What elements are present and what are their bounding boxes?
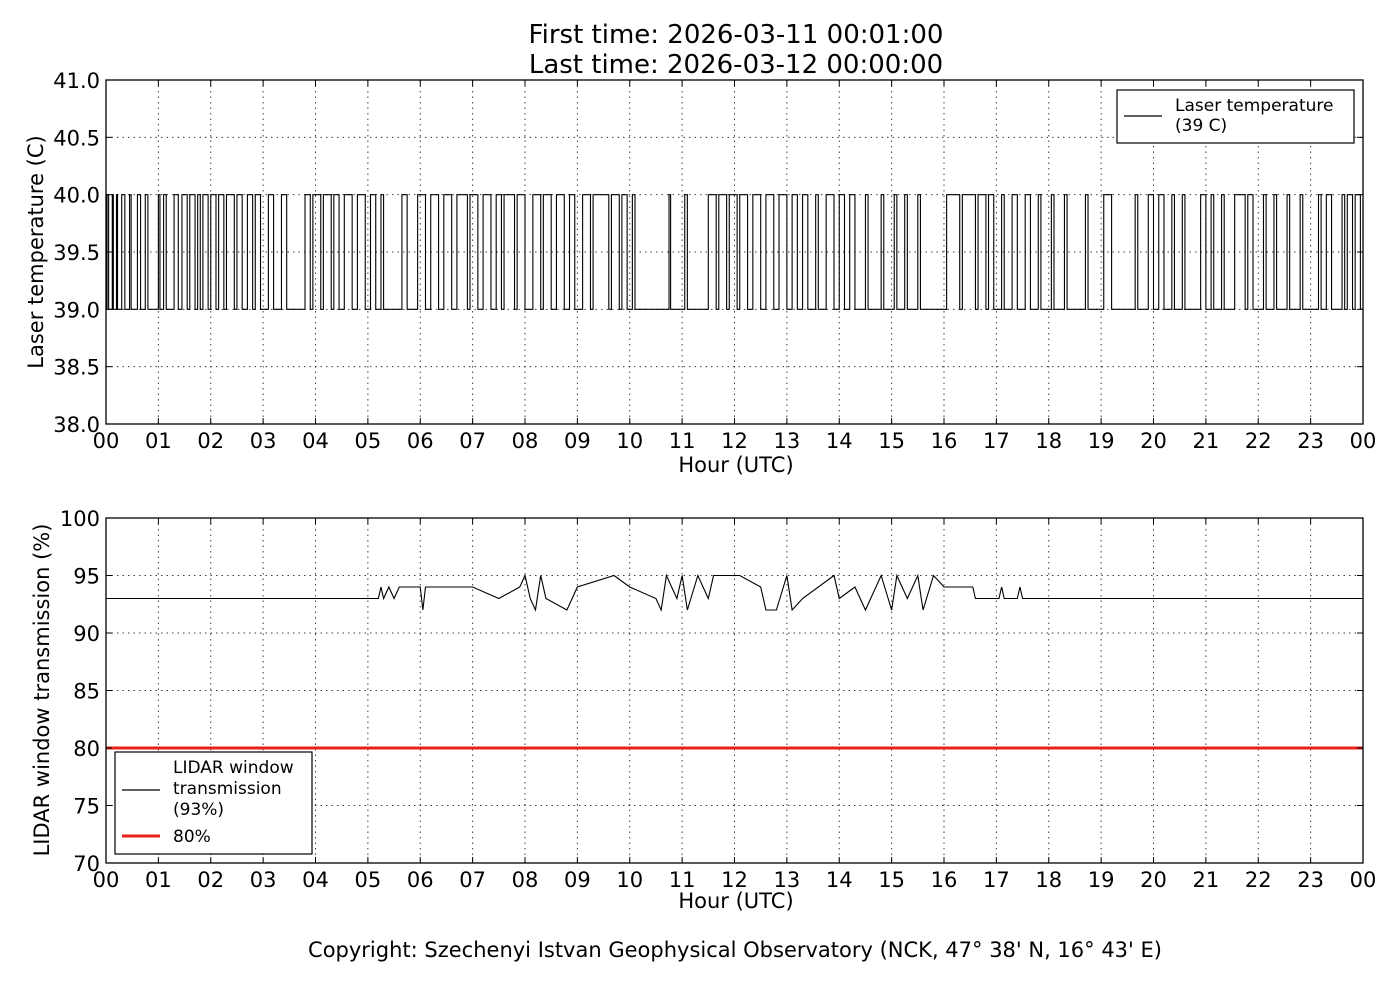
laser-x-tick-label: 13 bbox=[774, 429, 801, 453]
lidar-x-tick-label: 23 bbox=[1297, 868, 1324, 892]
laser-x-tick-label: 20 bbox=[1140, 429, 1167, 453]
laser-x-tick-label: 07 bbox=[459, 429, 486, 453]
laser-x-tick-label: 05 bbox=[355, 429, 382, 453]
laser-x-tick-label: 19 bbox=[1088, 429, 1115, 453]
lidar-x-tick-label: 10 bbox=[616, 868, 643, 892]
threshold-legend-label: 80% bbox=[173, 827, 211, 847]
lidar-x-tick-label: 08 bbox=[512, 868, 539, 892]
lidar-x-tick-label: 16 bbox=[931, 868, 958, 892]
lidar-legend: LIDAR window transmission (93%) 80% bbox=[114, 751, 313, 855]
lidar-x-tick-label: 12 bbox=[721, 868, 748, 892]
laser-x-tick-label: 00 bbox=[93, 429, 120, 453]
copyright-text: Copyright: Szechenyi Istvan Geophysical … bbox=[308, 938, 1162, 962]
laser-x-tick-label: 03 bbox=[250, 429, 277, 453]
lidar-x-axis-label: Hour (UTC) bbox=[678, 889, 793, 913]
lidar-y-tick-label: 75 bbox=[73, 795, 100, 819]
laser-legend-box bbox=[1116, 89, 1355, 144]
lidar-x-tick-label: 13 bbox=[774, 868, 801, 892]
lidar-x-tick-label: 22 bbox=[1245, 868, 1272, 892]
lidar-y-tick-label: 80 bbox=[73, 737, 100, 761]
laser-x-tick-label: 22 bbox=[1245, 429, 1272, 453]
lidar-x-tick-label: 00 bbox=[1350, 868, 1377, 892]
lidar-x-tick-label: 02 bbox=[197, 868, 224, 892]
lidar-legend-label-1: LIDAR window bbox=[173, 758, 294, 778]
lidar-x-tick-label: 15 bbox=[878, 868, 905, 892]
lidar-y-axis-label: LIDAR window transmission (%) bbox=[30, 524, 54, 857]
laser-legend: Laser temperature (39 C) bbox=[1116, 89, 1355, 144]
lidar-y-tick-label: 90 bbox=[73, 622, 100, 646]
lidar-transmission-panel: 70 75 80 85 90 95 100 00 01 02 03 04 05 06 07 08 09 10 11… bbox=[30, 507, 1376, 913]
lidar-x-tick-label: 07 bbox=[459, 868, 486, 892]
laser-y-tick-label: 39.0 bbox=[53, 298, 100, 322]
laser-x-tick-label: 02 bbox=[197, 429, 224, 453]
laser-x-tick-label: 00 bbox=[1350, 429, 1377, 453]
lidar-legend-label-3: (93%) bbox=[173, 800, 224, 820]
laser-x-tick-label: 16 bbox=[931, 429, 958, 453]
chart-title-line1: First time: 2026-03-11 00:01:00 bbox=[529, 20, 944, 50]
lidar-x-tick-label: 05 bbox=[355, 868, 382, 892]
lidar-x-tick-label: 06 bbox=[407, 868, 434, 892]
laser-y-tick-label: 38.0 bbox=[53, 413, 100, 437]
laser-x-tick-label: 18 bbox=[1035, 429, 1062, 453]
laser-x-tick-label: 09 bbox=[564, 429, 591, 453]
laser-x-tick-label: 10 bbox=[616, 429, 643, 453]
lidar-x-tick-label: 04 bbox=[302, 868, 329, 892]
chart-title-line2: Last time: 2026-03-12 00:00:00 bbox=[529, 50, 943, 80]
lidar-x-tick-label: 20 bbox=[1140, 868, 1167, 892]
lidar-x-tick-label: 18 bbox=[1035, 868, 1062, 892]
laser-x-tick-label: 08 bbox=[512, 429, 539, 453]
lidar-x-tick-label: 03 bbox=[250, 868, 277, 892]
laser-x-tick-label: 12 bbox=[721, 429, 748, 453]
laser-x-tick-label: 06 bbox=[407, 429, 434, 453]
lidar-x-tick-label: 21 bbox=[1193, 868, 1220, 892]
laser-temperature-series-line bbox=[106, 194, 1363, 310]
laser-x-tick-label: 14 bbox=[826, 429, 853, 453]
laser-y-tick-label: 41.0 bbox=[53, 69, 100, 93]
laser-y-tick-label: 39.5 bbox=[53, 241, 100, 265]
lidar-x-tick-label: 17 bbox=[983, 868, 1010, 892]
laser-legend-label-1: Laser temperature bbox=[1175, 96, 1333, 116]
laser-x-tick-label: 21 bbox=[1193, 429, 1220, 453]
lidar-x-tick-label: 01 bbox=[145, 868, 172, 892]
lidar-y-tick-label: 95 bbox=[73, 565, 100, 589]
laser-y-tick-label: 40.5 bbox=[53, 126, 100, 150]
lidar-x-tick-label: 00 bbox=[93, 868, 120, 892]
laser-x-tick-label: 01 bbox=[145, 429, 172, 453]
laser-y-axis-label: Laser temperature (C) bbox=[24, 135, 48, 368]
laser-x-tick-label: 15 bbox=[878, 429, 905, 453]
lidar-x-tick-label: 14 bbox=[826, 868, 853, 892]
laser-legend-label-2: (39 C) bbox=[1175, 116, 1227, 136]
lidar-x-tick-label: 09 bbox=[564, 868, 591, 892]
lidar-transmission-series-line bbox=[106, 573, 1363, 612]
lidar-legend-label-2: transmission bbox=[173, 779, 282, 799]
laser-temperature-panel: 38.0 38.5 39.0 39.5 40.0 40.5 41.0 00 01 02 03 04 0… bbox=[24, 69, 1376, 477]
lidar-x-tick-label: 19 bbox=[1088, 868, 1115, 892]
lidar-y-tick-label: 85 bbox=[73, 680, 100, 704]
laser-y-tick-label: 38.5 bbox=[53, 356, 100, 380]
laser-x-tick-label: 23 bbox=[1297, 429, 1324, 453]
lidar-x-tick-label: 11 bbox=[669, 868, 696, 892]
laser-x-tick-label: 11 bbox=[669, 429, 696, 453]
laser-x-axis-label: Hour (UTC) bbox=[678, 453, 793, 477]
lidar-y-tick-label: 100 bbox=[60, 507, 100, 531]
laser-x-tick-label: 17 bbox=[983, 429, 1010, 453]
laser-x-tick-label: 04 bbox=[302, 429, 329, 453]
laser-y-tick-label: 40.0 bbox=[53, 184, 100, 208]
lidar-y-tick-label: 70 bbox=[73, 852, 100, 876]
